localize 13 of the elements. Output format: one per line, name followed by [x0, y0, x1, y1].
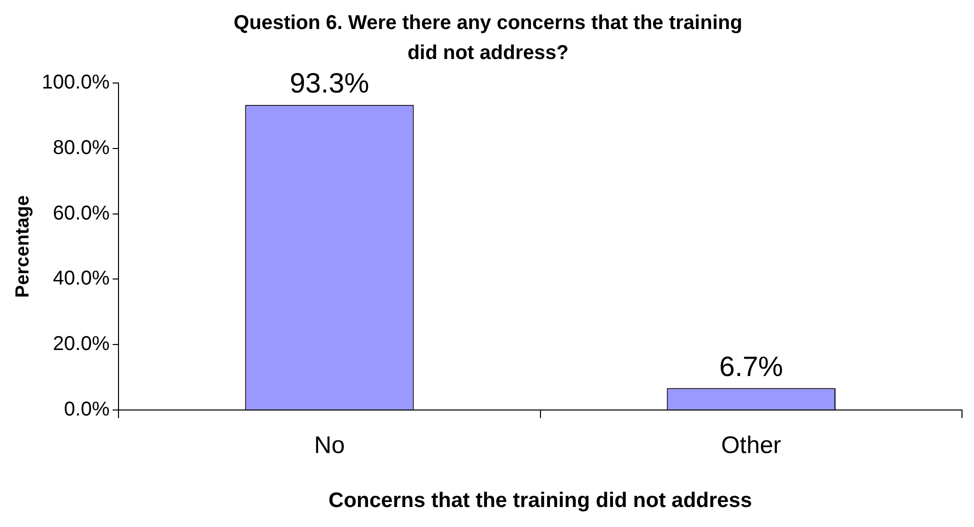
data-label: 6.7%	[719, 350, 784, 382]
y-axis-title: Percentage	[12, 195, 34, 298]
data-label: 93.3%	[290, 68, 370, 99]
x-tick-label: Other	[721, 432, 782, 460]
y-tick-label: 40.0%	[52, 268, 110, 290]
y-tick-label: 60.0%	[52, 202, 110, 224]
y-tick-label: 0.0%	[64, 398, 110, 421]
x-tick-label: No	[314, 432, 345, 460]
y-tick-label: 100.0%	[42, 72, 110, 94]
y-tick-label: 80.0%	[52, 136, 110, 159]
y-tick-label: 20.0%	[52, 333, 110, 356]
x-axis-title: Concerns that the training did not address	[328, 489, 752, 512]
chart-title: Question 6. Were there any concerns that the training did not address?	[232, 11, 744, 66]
